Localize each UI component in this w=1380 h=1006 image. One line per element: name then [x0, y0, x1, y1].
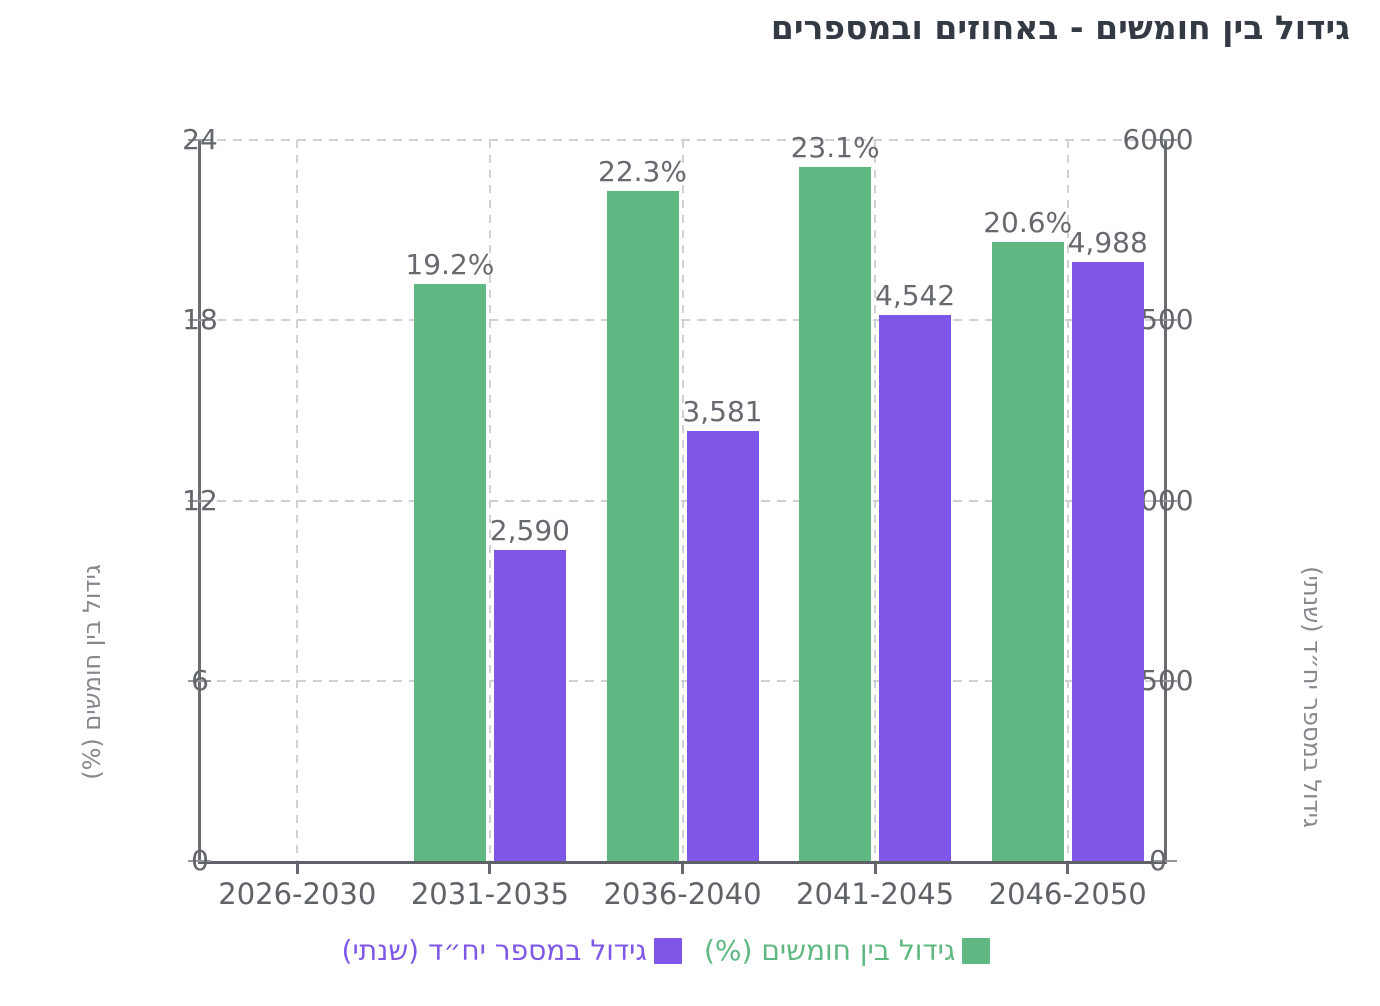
- right-axis-tick-mark: [1154, 860, 1177, 862]
- bar-growth-percent: [799, 167, 872, 861]
- x-axis-tick-mark: [681, 864, 684, 874]
- bar-value-label: 4,542: [875, 279, 956, 313]
- x-axis-tick-mark: [488, 864, 492, 874]
- right-axis-tick-mark: [1154, 139, 1177, 141]
- bar-growth-percent: [606, 191, 679, 861]
- left-axis-tick-label: 0: [191, 844, 209, 877]
- x-axis-tick-mark: [295, 864, 299, 874]
- legend-entry-units[interactable]: גידול במספר יח״ד (שנתי): [341, 934, 682, 967]
- bar-growth-percent: [991, 242, 1064, 861]
- x-axis-tick-mark: [1066, 864, 1070, 874]
- bar-value-label: 3,581: [682, 394, 763, 428]
- chart-title: גידול בין חומשים - באחוזים ובמספרים: [770, 8, 1350, 47]
- grid-line-vertical: [488, 140, 491, 861]
- left-axis-tick-mark: [188, 679, 211, 682]
- bar-value-label: 2,590: [489, 513, 570, 547]
- bar-growth-units: [493, 549, 566, 861]
- bar-growth-units: [879, 315, 952, 861]
- left-axis-tick-mark: [188, 499, 211, 502]
- legend: גידול בין חומשים (%) גידול במספר יח״ד (ש…: [0, 934, 1356, 967]
- x-axis-tick-label: 2041-2045: [796, 877, 955, 911]
- grid-line-vertical: [874, 140, 877, 861]
- bar-growth-percent: [413, 284, 486, 861]
- legend-swatch-units: [653, 938, 682, 965]
- left-axis-tick-mark: [188, 860, 211, 862]
- left-axis-tick-label: 6: [191, 663, 209, 697]
- grid-line-vertical: [296, 140, 299, 861]
- left-axis-tick-label: 18: [182, 303, 218, 337]
- right-axis-tick-label: 6000: [1122, 123, 1194, 156]
- x-axis-tick-label: 2036-2040: [603, 877, 762, 911]
- legend-label-percent: גידול בין חומשים (%): [703, 934, 956, 967]
- left-y-axis-title: גידול בין חומשים (%): [78, 564, 106, 780]
- legend-entry-percent[interactable]: גידול בין חומשים (%): [703, 934, 991, 967]
- plot-area: 0 0 6 1500 12 3000 18 4500 24 6000 2026-2030 2031-2…: [182, 126, 1193, 912]
- grid-line-vertical: [681, 140, 684, 861]
- legend-swatch-percent: [962, 938, 991, 965]
- right-axis-tick-mark: [1154, 679, 1177, 682]
- left-axis-tick-mark: [188, 319, 211, 322]
- bar-growth-units: [1071, 261, 1144, 861]
- x-axis-tick-label: 2026-2030: [218, 877, 377, 911]
- bar-value-label: 23.1%: [790, 131, 880, 165]
- grid-line-vertical: [1066, 140, 1069, 861]
- right-y-axis-title: גידול במספר יח״ד (שנתי): [1298, 566, 1326, 828]
- bar-value-label: 20.6%: [983, 206, 1073, 240]
- left-axis-tick-label: 12: [182, 483, 218, 517]
- bar-value-label: 4,988: [1067, 225, 1148, 259]
- x-axis-tick-label: 2046-2050: [988, 877, 1147, 911]
- legend-label-units: גידול במספר יח״ד (שנתי): [341, 934, 647, 967]
- left-axis-tick-mark: [188, 139, 211, 141]
- left-axis-tick-label: 24: [182, 123, 218, 156]
- bar-value-label: 22.3%: [598, 155, 687, 189]
- right-axis-tick-mark: [1154, 499, 1177, 502]
- bar-value-label: 19.2%: [405, 248, 495, 282]
- right-axis-tick-mark: [1154, 319, 1177, 322]
- bar-growth-units: [686, 430, 759, 861]
- right-axis-tick-label: 0: [1149, 844, 1167, 877]
- x-axis-tick-mark: [873, 864, 877, 874]
- x-axis-tick-label: 2031-2035: [410, 877, 569, 911]
